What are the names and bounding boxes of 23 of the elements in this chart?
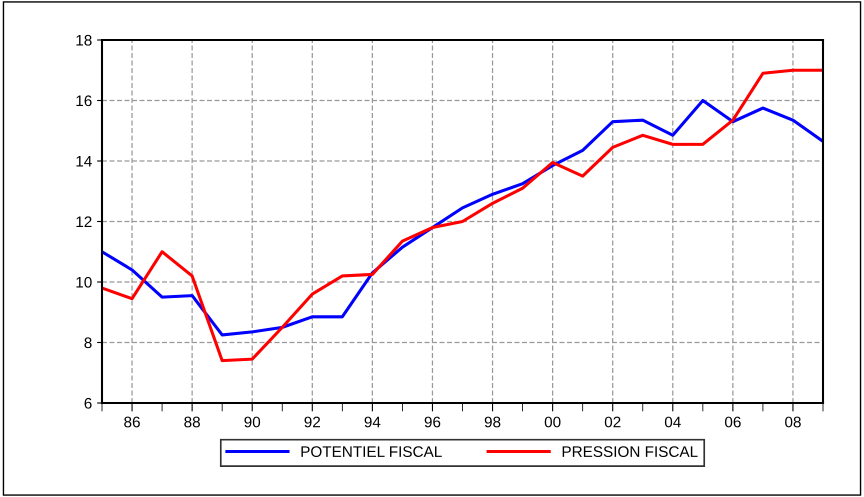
y-tick-label: 12 <box>76 216 92 228</box>
x-tick-label: 00 <box>544 416 561 428</box>
x-tick-label: 06 <box>724 416 741 428</box>
line-series <box>102 68 823 362</box>
y-tick-label: 6 <box>84 398 92 409</box>
legend-label: PRESSION FISCAL <box>562 446 698 458</box>
x-tick-label: 94 <box>364 416 380 428</box>
x-tick-label: 04 <box>664 416 681 428</box>
line-series <box>102 98 823 336</box>
x-tick-label: 02 <box>604 416 620 428</box>
x-tick-label: 92 <box>304 416 320 428</box>
x-tick-label: 86 <box>124 416 140 428</box>
y-tick-label: 16 <box>76 95 92 106</box>
y-tick-label: 18 <box>76 34 92 46</box>
x-tick-label: 90 <box>244 416 260 428</box>
x-tick-label: 88 <box>184 416 200 428</box>
x-tick-label: 98 <box>484 416 500 428</box>
y-tick-label: 14 <box>76 156 92 167</box>
y-tick-label: 8 <box>84 337 92 348</box>
x-tick-label: 96 <box>424 416 440 428</box>
legend-label: POTENTIEL FISCAL <box>301 446 442 458</box>
y-tick-label: 10 <box>76 276 92 288</box>
x-tick-label: 08 <box>785 416 801 428</box>
